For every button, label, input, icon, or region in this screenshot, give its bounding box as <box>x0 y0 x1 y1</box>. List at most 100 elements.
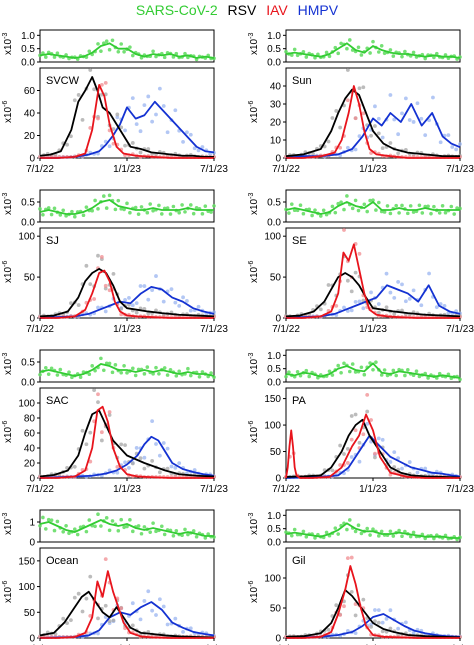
rsv-dot <box>154 308 158 313</box>
hmpv-dot <box>134 122 139 126</box>
sars-dot <box>292 527 297 532</box>
top-ytick-label: 0.0 <box>21 218 35 229</box>
sars-dot <box>417 374 422 379</box>
legend-rsv: RSV <box>227 2 257 18</box>
rsv-dot <box>150 459 155 463</box>
hmpv-dot <box>188 626 193 631</box>
sars-dot <box>327 369 332 374</box>
hmpv-dot <box>384 271 389 276</box>
sars-dot <box>443 210 448 215</box>
sars-dot <box>125 371 129 375</box>
sars-dot <box>41 515 45 520</box>
sars-dot <box>371 198 375 203</box>
iav-dot <box>88 459 93 464</box>
rsv-dot <box>84 263 89 268</box>
bottom-ytick-label: 0 <box>275 154 281 165</box>
hmpv-dot <box>388 608 393 613</box>
rsv-dot <box>92 87 97 92</box>
rsv-dot <box>88 574 93 579</box>
site-label: SE <box>292 235 307 247</box>
rsv-dot <box>96 400 100 405</box>
bottom-ytick-label: 0 <box>275 314 281 325</box>
rsv-dot <box>142 466 147 471</box>
sars-dot <box>353 529 358 534</box>
bottom-ytick-label: 50 <box>270 273 282 284</box>
sars-dot <box>379 373 384 377</box>
sars-dot <box>200 212 205 216</box>
bottom-ylabel-exponent: -6 <box>2 421 9 427</box>
top-ytick-label: 0.5 <box>21 358 35 369</box>
bottom-ytick-label: 50 <box>270 447 282 458</box>
top-ytick-label: 0.5 <box>21 198 35 209</box>
hmpv-dot <box>161 441 166 445</box>
rsv-dot <box>384 305 389 310</box>
bottom-ylabel-exponent: -6 <box>2 261 9 267</box>
sars-dot <box>330 204 335 209</box>
hmpv-dot <box>177 303 182 308</box>
rsv-dot <box>69 301 73 305</box>
rsv-dot <box>80 117 85 122</box>
sars-dot <box>342 361 346 366</box>
top-ylabel: x10-3 <box>248 513 260 535</box>
bottom-ytick-label: 20 <box>24 131 36 142</box>
iav-dot <box>99 82 104 87</box>
hmpv-dot <box>388 290 393 295</box>
site-label: SVCW <box>46 75 80 87</box>
sars-dot <box>290 53 294 57</box>
sars-dot <box>330 373 335 377</box>
legend-hmpv: HMPV <box>297 2 339 18</box>
sars-dot <box>119 42 123 46</box>
sars-dot <box>394 373 399 378</box>
sars-dot <box>38 523 42 528</box>
sars-dot <box>455 206 459 210</box>
rsv-dot <box>357 86 362 91</box>
sars-dot <box>429 211 433 216</box>
sars-dot <box>417 203 422 208</box>
top-ytick-label: 1 <box>29 518 35 529</box>
hmpv-dot <box>127 296 131 300</box>
top-ytick-label: 0 <box>29 538 35 549</box>
xtick-label: 7/1/23 <box>200 324 228 335</box>
hmpv-dot <box>454 147 459 152</box>
sars-dot <box>151 521 155 525</box>
top-ylabel: x10-3 <box>2 193 14 215</box>
sars-dot <box>388 529 393 534</box>
hmpv-dot <box>392 295 397 300</box>
iav-dot <box>119 606 124 611</box>
sars-dot <box>368 361 372 365</box>
top-ytick-label: 0.5 <box>267 524 281 535</box>
hmpv-dot <box>142 599 147 603</box>
sars-dot <box>209 371 213 375</box>
sars-dot <box>403 529 407 534</box>
xtick-label: 7/1/23 <box>200 164 228 175</box>
bottom-ytick-label: 0 <box>29 154 35 165</box>
bottom-ytick-label: 0 <box>29 474 35 485</box>
rsv-dot <box>361 597 366 602</box>
top-panel-frame <box>285 509 461 543</box>
sars-dot <box>371 39 375 44</box>
sars-dot <box>151 49 155 54</box>
hmpv-dot <box>115 115 120 120</box>
sars-dot <box>356 208 361 213</box>
sars-dot <box>359 53 364 57</box>
hmpv-dot <box>177 461 182 466</box>
rsv-dot <box>380 146 385 151</box>
top-ytick-label: 0.0 <box>267 218 281 229</box>
sars-dot <box>437 371 442 376</box>
rsv-dot <box>107 619 112 624</box>
sars-dot <box>154 529 158 534</box>
hmpv-dot <box>345 145 350 150</box>
sars-dot <box>290 533 294 538</box>
sars-dot <box>287 211 291 215</box>
rsv-dot <box>119 125 124 130</box>
rsv-dot <box>157 470 162 475</box>
bottom-ytick-label: 20 <box>24 459 36 470</box>
iav-dot <box>103 283 108 288</box>
sars-dot <box>162 366 167 370</box>
hmpv-dot <box>150 288 155 293</box>
bottom-ylabel-exponent: -6 <box>248 261 255 267</box>
sars-line <box>39 42 215 59</box>
sars-dot <box>400 54 404 59</box>
sars-dot <box>64 524 68 528</box>
sars-dot <box>90 208 94 213</box>
